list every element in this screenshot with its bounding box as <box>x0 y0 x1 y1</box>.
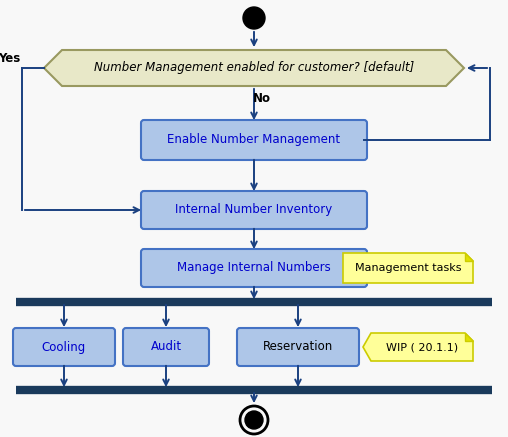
Text: Enable Number Management: Enable Number Management <box>168 133 340 146</box>
Text: No: No <box>253 92 271 105</box>
Text: WIP ( 20.1.1): WIP ( 20.1.1) <box>386 342 458 352</box>
FancyBboxPatch shape <box>123 328 209 366</box>
Polygon shape <box>363 333 473 361</box>
Text: Cooling: Cooling <box>42 340 86 354</box>
Text: Manage Internal Numbers: Manage Internal Numbers <box>177 261 331 274</box>
FancyBboxPatch shape <box>237 328 359 366</box>
Text: Reservation: Reservation <box>263 340 333 354</box>
Text: Number Management enabled for customer? [default]: Number Management enabled for customer? … <box>94 62 414 74</box>
Circle shape <box>245 411 263 429</box>
Polygon shape <box>465 253 473 261</box>
FancyBboxPatch shape <box>141 120 367 160</box>
Polygon shape <box>343 253 473 283</box>
FancyBboxPatch shape <box>13 328 115 366</box>
Text: Yes: Yes <box>0 52 20 65</box>
Text: Management tasks: Management tasks <box>355 263 461 273</box>
FancyBboxPatch shape <box>141 249 367 287</box>
Polygon shape <box>465 333 473 341</box>
Circle shape <box>243 7 265 29</box>
FancyBboxPatch shape <box>141 191 367 229</box>
Polygon shape <box>44 50 464 86</box>
Text: Audit: Audit <box>150 340 181 354</box>
Text: Internal Number Inventory: Internal Number Inventory <box>175 204 333 216</box>
